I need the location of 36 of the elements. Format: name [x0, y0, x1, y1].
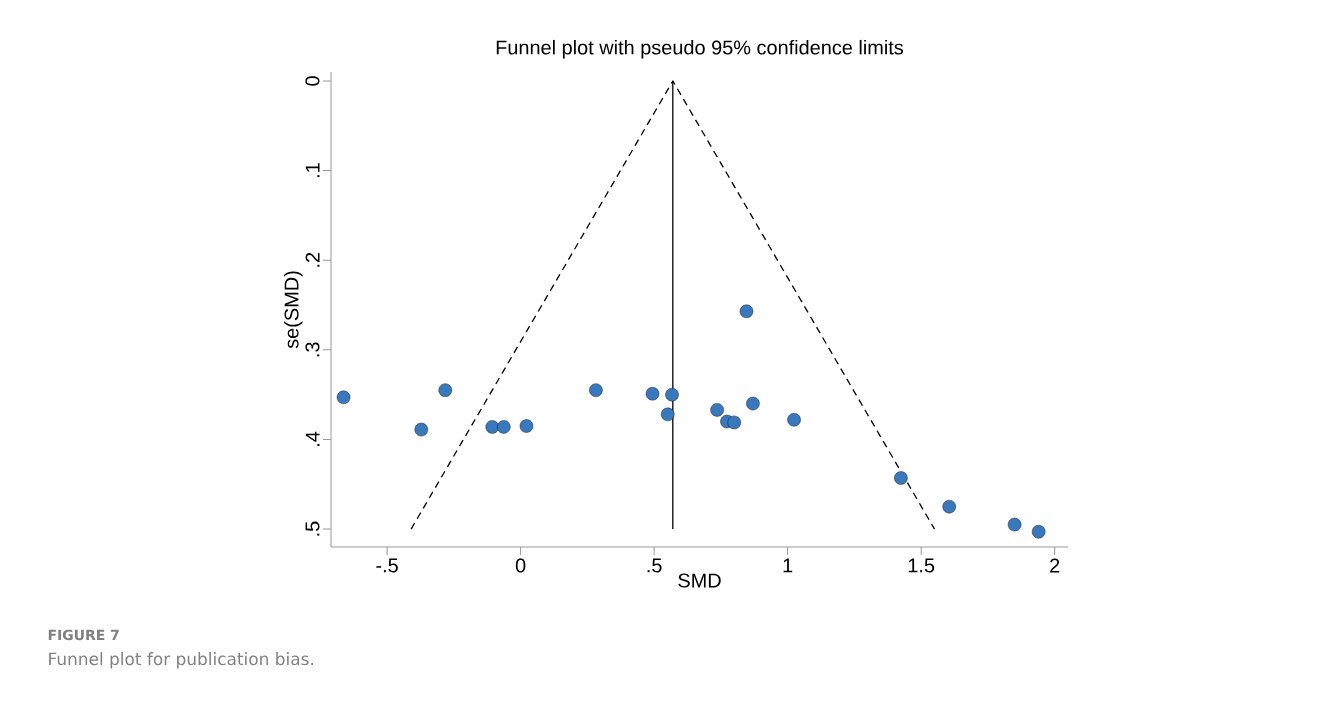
x-tick-label: 0 [515, 558, 526, 573]
point [661, 407, 675, 422]
y-tick-label: .2 [305, 252, 320, 267]
caption: FIGURE 7 [48, 629, 119, 641]
point [1031, 525, 1046, 539]
text: Funnel plot for publication bias. [49, 652, 313, 669]
point [336, 390, 351, 405]
point [787, 413, 801, 427]
x-tick-label: 1 [783, 558, 793, 573]
x-tick-label: 2 [1050, 558, 1060, 573]
y-tick-label: .4 [305, 431, 320, 446]
point [739, 304, 754, 318]
point [727, 415, 741, 430]
x-tick-label: .5 [647, 558, 662, 573]
point [589, 383, 603, 397]
point [894, 471, 908, 485]
y-tick-label: .1 [305, 163, 320, 178]
point [710, 403, 724, 417]
point [1007, 517, 1022, 532]
y-tick-label: .5 [305, 521, 320, 536]
point [485, 420, 499, 434]
point [942, 499, 956, 514]
x-axis-title: SMD [678, 573, 721, 588]
point [438, 383, 452, 397]
point [497, 420, 511, 434]
x-tick-label: 1.5 [908, 558, 935, 573]
point [519, 419, 534, 433]
point [746, 396, 760, 411]
y-axis-title: se(SMD) [283, 271, 303, 349]
chart-title: Funnel plot with pseudo 95% confidence limits [496, 39, 904, 59]
point [414, 422, 428, 437]
x-tick-label: -.5 [376, 558, 398, 573]
y-tick-label: 0 [305, 76, 320, 86]
y-tick-label: .3 [305, 342, 320, 357]
point [645, 387, 660, 401]
point [665, 387, 679, 402]
